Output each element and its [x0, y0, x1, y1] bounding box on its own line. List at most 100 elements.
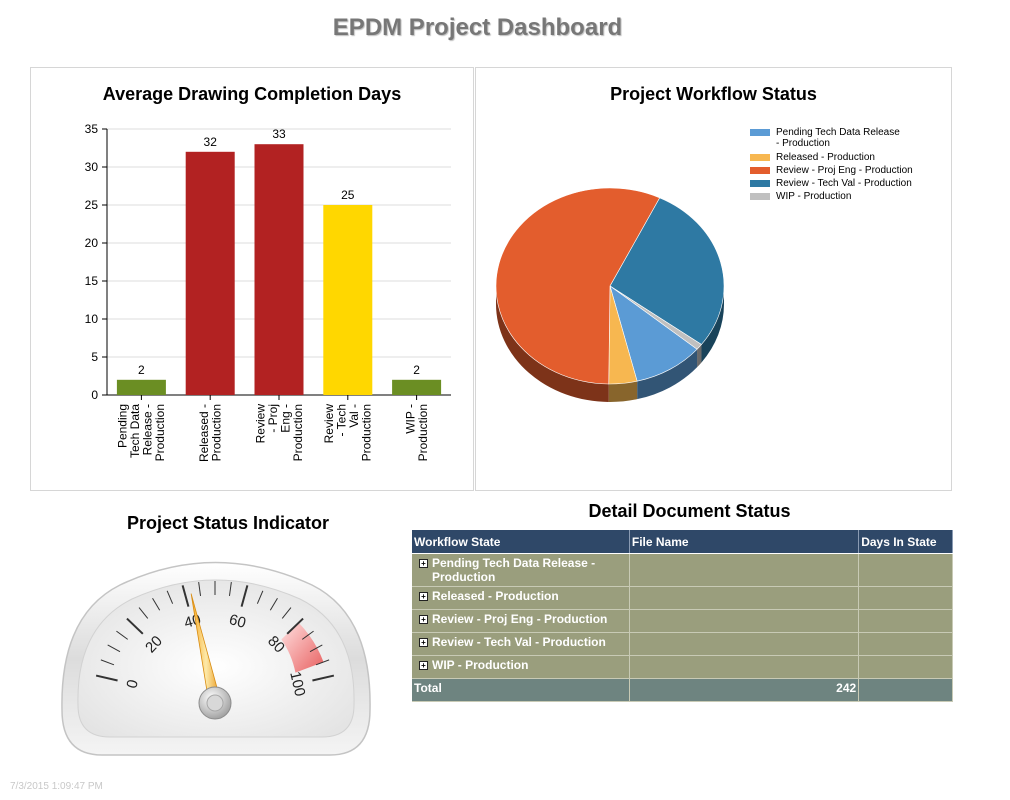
days-in-state-cell [858, 609, 953, 633]
bar-value-label: 2 [413, 363, 420, 377]
legend-swatch [750, 129, 770, 136]
page-title: EPDM Project Dashboard [332, 14, 623, 41]
bar-value-label: 25 [341, 188, 355, 202]
bar[interactable] [254, 144, 304, 395]
gauge-tick [228, 582, 232, 597]
workflow-state-cell[interactable]: + Review - Tech Val - Production [412, 632, 630, 656]
bar[interactable] [392, 379, 442, 395]
gauge-panel: Project Status Indicator [50, 505, 406, 765]
y-tick-label: 0 [91, 388, 98, 402]
x-category-label-line: - Tech [335, 404, 349, 436]
legend-label: Released - Production [776, 152, 875, 163]
pie-slice[interactable] [495, 187, 661, 385]
table-row: + Review - Proj Eng - Production [412, 609, 953, 633]
gauge-tick [281, 607, 292, 619]
y-tick-label: 25 [85, 198, 99, 212]
legend-label: - Production [776, 138, 830, 149]
pie-slice-side [496, 286, 609, 402]
x-category-label-line: Production [291, 404, 305, 461]
file-name-cell [629, 632, 860, 656]
days-in-state-cell [858, 553, 953, 587]
gauge-danger-zone [281, 622, 324, 673]
file-name-cell [629, 586, 860, 610]
legend-swatch [750, 180, 770, 187]
legend-label: Review - Proj Eng - Production [776, 165, 913, 176]
x-category-label-line: Release - [141, 404, 155, 455]
pie-slice[interactable] [609, 285, 698, 382]
gauge-face [77, 579, 355, 738]
table-row: + Pending Tech Data Release - Production [412, 553, 953, 587]
pie-chart-title: Project Workflow Status [610, 84, 817, 104]
pie-slice-side [701, 286, 724, 363]
bar-value-label: 33 [272, 127, 286, 141]
column-header-workflow-state[interactable]: Workflow State [412, 530, 630, 554]
x-category-label-line: Val - [347, 404, 361, 428]
bar-chart-panel: Average Drawing Completion Days 0 5 10 15 20… [30, 67, 474, 491]
detail-table-title: Detail Document Status [588, 501, 791, 521]
workflow-state-cell[interactable]: + Pending Tech Data Release - Production [412, 553, 630, 587]
bar[interactable] [116, 379, 166, 395]
workflow-state-cell[interactable]: + Review - Proj Eng - Production [412, 609, 630, 633]
gauge-tick [126, 617, 144, 635]
gauge-tick [309, 644, 323, 653]
y-tick-label: 5 [91, 350, 98, 364]
table-row: + Released - Production [412, 586, 953, 610]
legend-label: Pending Tech Data Release [776, 127, 900, 138]
x-category-label-line: Released - [197, 404, 211, 462]
legend-label: WIP - Production [776, 191, 851, 202]
pie-chart-panel: Project Workflow Status Pending Tech Dat… [475, 67, 952, 491]
gauge-tick [95, 674, 118, 682]
column-header-days-in-state[interactable]: Days In State [858, 530, 953, 554]
expand-icon[interactable]: + [419, 615, 428, 624]
gauge-tick [256, 590, 264, 604]
x-category-label: Released -Production [197, 404, 224, 462]
gauge-tick [100, 659, 115, 666]
pie-slice-side [697, 344, 702, 368]
expand-icon[interactable]: + [419, 661, 428, 670]
workflow-state-cell[interactable]: + Released - Production [412, 586, 630, 610]
gauge-tick [152, 597, 161, 611]
workflow-state-label: WIP - Production [432, 658, 529, 672]
bar-value-label: 32 [204, 135, 218, 149]
workflow-state-label: Review - Tech Val - Production [432, 635, 606, 649]
gauge-title: Project Status Indicator [126, 513, 330, 533]
bar[interactable] [185, 151, 235, 395]
file-name-cell [629, 553, 860, 587]
gauge-tick [198, 582, 202, 597]
file-name-cell [629, 655, 860, 679]
gauge-tick-label: 60 [227, 611, 248, 632]
bar-value-label: 2 [138, 363, 145, 377]
x-category-label-line: Review [253, 404, 267, 444]
workflow-state-cell[interactable]: + WIP - Production [412, 655, 630, 679]
gauge-tick [315, 659, 330, 666]
y-tick-label: 30 [85, 160, 99, 174]
expand-icon[interactable]: + [419, 638, 428, 647]
expand-icon[interactable]: + [419, 559, 428, 568]
pie-slice-side [637, 349, 698, 400]
table-total-row: Total 242 [412, 678, 953, 702]
x-category-label-line: Review [322, 404, 336, 444]
x-category-label-line: Production [360, 404, 374, 461]
gauge-tick-label: 100 [286, 670, 308, 698]
legend-label: Review - Tech Val - Production [776, 178, 912, 189]
pie-slice[interactable] [609, 197, 725, 345]
column-header-file-name[interactable]: File Name [629, 530, 860, 554]
legend-swatch [750, 167, 770, 174]
total-label: Total [412, 678, 630, 702]
gauge-tick [286, 617, 304, 635]
gauge-tick [301, 630, 314, 640]
days-in-state-cell [858, 586, 953, 610]
gauge-tick [240, 585, 249, 607]
pie-slice-side [608, 381, 638, 402]
bar[interactable] [323, 205, 373, 395]
detail-document-table: Workflow State File Name Days In State +… [412, 530, 953, 702]
total-days-cell [858, 678, 953, 702]
expand-icon[interactable]: + [419, 592, 428, 601]
gauge-tick-label: 0 [123, 678, 141, 690]
x-category-label-line: WIP - [403, 404, 417, 434]
x-category-label-line: Tech Data [128, 404, 142, 458]
